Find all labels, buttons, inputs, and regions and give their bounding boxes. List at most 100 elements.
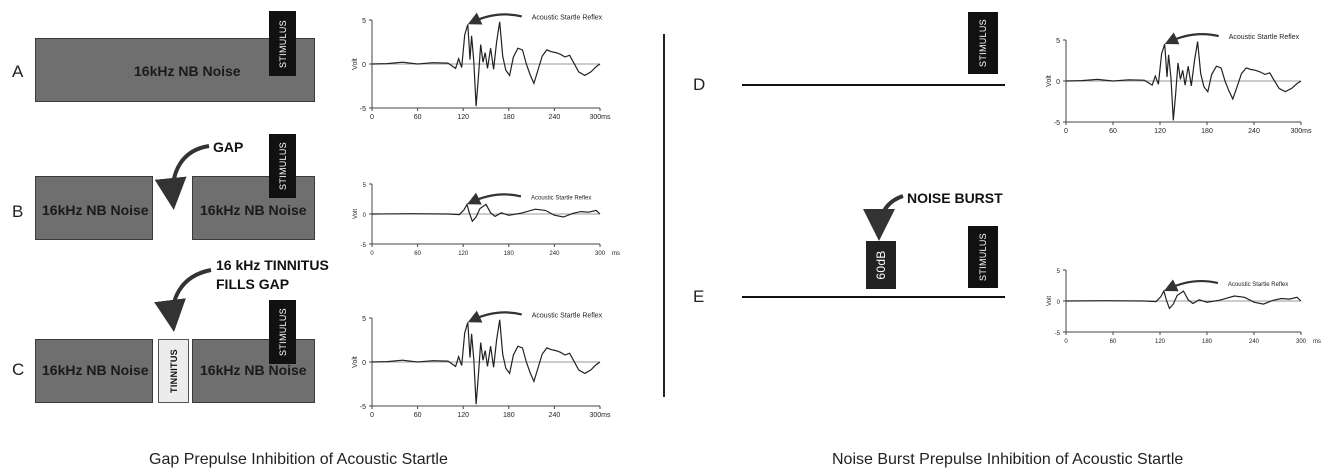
y-tick-label: -5 <box>360 404 366 411</box>
x-tick-label: 300 <box>595 251 606 257</box>
startle-arrow <box>1163 279 1219 292</box>
x-tick-label: 0 <box>370 114 374 121</box>
startle-arrow <box>1164 32 1219 45</box>
y-axis-label: Volt <box>1047 296 1053 306</box>
tinnitus-arrow <box>154 268 212 332</box>
y-axis-label: Volt <box>1046 75 1053 87</box>
x-tick-label: 0 <box>1064 128 1068 135</box>
x-tick-label: 60 <box>1110 339 1117 345</box>
y-tick-label: 0 <box>363 213 367 219</box>
stimulus-marker-c: STIMULUS <box>269 300 296 364</box>
y-tick-label: 5 <box>1057 269 1061 275</box>
noise-label-b-1: 16kHz NB Noise <box>42 202 149 218</box>
x-tick-label: ms <box>612 251 620 257</box>
y-tick-label: 0 <box>1057 300 1061 306</box>
tinnitus-annotation-line1: 16 kHz TINNITUS <box>216 257 329 273</box>
x-tick-label: 60 <box>414 251 421 257</box>
noise-burst-annotation: NOISE BURST <box>907 190 1003 206</box>
baseline-e <box>742 296 1005 298</box>
startle-annotation: Acoustic Startle Reflex <box>1229 34 1300 41</box>
x-tick-label: 240 <box>549 412 561 419</box>
x-tick-label: 60 <box>1109 128 1117 135</box>
y-tick-label: 5 <box>362 316 366 323</box>
y-tick-label: 5 <box>1056 38 1060 45</box>
stimulus-marker-a: STIMULUS <box>269 11 296 76</box>
row-label-a: A <box>12 62 24 81</box>
x-tick-label: 0 <box>1064 339 1068 345</box>
x-tick-label: 300 <box>1296 339 1307 345</box>
x-tick-label: 300ms <box>589 412 611 419</box>
x-tick-label: 240 <box>1248 128 1260 135</box>
stimulus-marker-d: STIMULUS <box>968 12 998 74</box>
row-label-b: B <box>12 202 24 221</box>
tinnitus-block: TINNITUS <box>158 339 189 403</box>
startle-waveform <box>371 202 601 223</box>
row-label-c: C <box>12 360 25 379</box>
noise-block-a <box>35 38 315 102</box>
x-tick-label: 300ms <box>1290 128 1312 135</box>
x-tick-label: 240 <box>1249 339 1260 345</box>
x-tick-label: 120 <box>457 114 469 121</box>
startle-arrow <box>467 310 523 323</box>
caption-right: Noise Burst Prepulse Inhibition of Acous… <box>832 451 1184 468</box>
startle-waveform <box>371 21 601 107</box>
x-tick-label: 180 <box>503 412 515 419</box>
startle-chart-a: 5 0 -5 0 60 120 180 240 300ms Volt Acoustic Startl… <box>352 12 611 121</box>
startle-waveform <box>371 319 601 405</box>
noise-label-b-2: 16kHz NB Noise <box>200 202 307 218</box>
y-tick-label: 0 <box>362 360 366 367</box>
x-tick-label: 180 <box>504 251 515 257</box>
x-tick-label: 120 <box>458 251 469 257</box>
noise-block-c-1 <box>35 339 153 403</box>
y-tick-label: 5 <box>363 183 367 189</box>
noise-label-a: 16kHz NB Noise <box>134 63 241 79</box>
startle-annotation: Acoustic Startle Reflex <box>532 312 603 319</box>
y-tick-label: -5 <box>1055 331 1061 337</box>
x-tick-label: 240 <box>549 114 561 121</box>
x-tick-label: 0 <box>370 251 374 257</box>
x-tick-label: 120 <box>1154 128 1166 135</box>
caption-left: Gap Prepulse Inhibition of Acoustic Star… <box>149 451 448 468</box>
startle-chart-d: 5 0 -5 0 60 120 180 240 300ms Volt Acoustic Startl… <box>1046 32 1312 135</box>
x-tick-label: 240 <box>549 251 560 257</box>
section-divider <box>663 34 665 397</box>
row-label-d: D <box>693 75 706 94</box>
x-tick-label: 120 <box>1155 339 1166 345</box>
x-tick-label: 120 <box>457 412 469 419</box>
startle-annotation: Acoustic Startle Reflex <box>1228 282 1288 288</box>
startle-annotation: Acoustic Startle Reflex <box>532 14 603 21</box>
tinnitus-annotation-line2: FILLS GAP <box>216 276 290 292</box>
gap-annotation: GAP <box>213 139 244 155</box>
noise-block-b-1 <box>35 176 153 240</box>
startle-waveform <box>1065 289 1302 310</box>
noise-burst-arrow <box>863 194 904 241</box>
y-tick-label: 0 <box>1056 79 1060 86</box>
row-label-e: E <box>693 287 705 306</box>
y-axis-label: Volt <box>352 58 359 70</box>
startle-arrow <box>467 192 522 205</box>
x-tick-label: 60 <box>414 114 422 121</box>
noise-burst-marker: 60dB <box>866 241 896 289</box>
noise-label-c-1: 16kHz NB Noise <box>42 362 149 378</box>
x-tick-label: 0 <box>370 412 374 419</box>
stimulus-marker-e: STIMULUS <box>968 226 998 288</box>
y-tick-label: 5 <box>362 18 366 25</box>
x-tick-label: 60 <box>414 412 422 419</box>
y-tick-label: -5 <box>361 243 367 249</box>
y-axis-label: Volt <box>353 209 359 219</box>
y-axis-label: Volt <box>352 356 359 368</box>
x-tick-label: 300ms <box>589 114 611 121</box>
x-tick-label: 180 <box>1201 128 1213 135</box>
y-tick-label: 0 <box>362 62 366 69</box>
baseline-d <box>742 84 1005 86</box>
y-tick-label: -5 <box>1054 120 1060 127</box>
startle-annotation: Acoustic Startle Reflex <box>531 195 591 201</box>
stimulus-marker-b: STIMULUS <box>269 134 296 198</box>
y-tick-label: -5 <box>360 106 366 113</box>
x-tick-label: 180 <box>503 114 515 121</box>
startle-chart-c: 5 0 -5 0 60 120 180 240 300ms Volt Acoustic Startl… <box>352 310 611 419</box>
